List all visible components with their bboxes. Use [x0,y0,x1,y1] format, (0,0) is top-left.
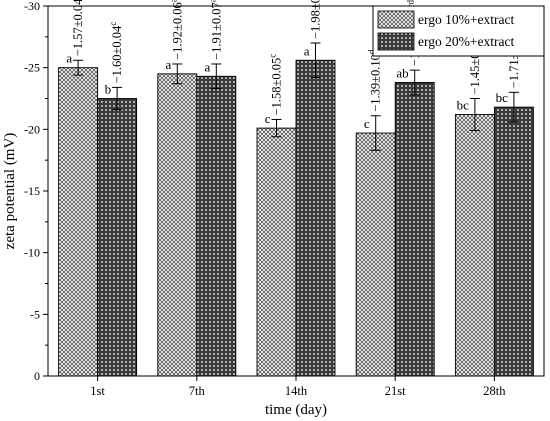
y-tick-label: -15 [24,184,40,198]
bar-series-1 [355,132,396,377]
bar-series-2 [196,75,237,377]
value-annotation: −1.39±0.10d [367,49,383,112]
significance-letter: a [304,43,310,58]
value-annotation: −1.57±0.04c [69,0,85,56]
x-tick-label: 21st [385,384,406,398]
legend-label-series-1: ergo 10%+extract [418,12,514,27]
x-tick-label: 28th [483,384,506,398]
significance-letter: bc [496,90,509,105]
bar-series-1 [454,114,495,377]
significance-letter: a [66,51,72,66]
annotation-value: −1.91±0.07 [209,2,223,60]
significance-letter: b [105,82,112,97]
significance-letter: a [205,59,211,74]
legend-swatch-series-2 [377,32,415,51]
legend: ergo 10%+extract ergo 20%+extract [372,5,545,57]
annotation-superscript: cd [406,0,416,8]
y-tick-label: -20 [24,122,40,136]
legend-swatch-series-1 [377,10,415,29]
y-tick-label: 0 [34,369,40,383]
y-tick-label: -5 [30,307,40,321]
annotation-superscript: d [367,49,377,54]
value-annotation: −1.98±0.12a [307,0,323,39]
annotation-superscript: c [268,54,278,58]
x-tick-label: 7th [189,384,206,398]
bar-series-1 [256,127,297,377]
bar-series-2 [394,82,435,377]
bar-series-1 [58,67,99,377]
y-axis-label: zeta potential (mV) [2,133,18,250]
y-tick-label: -25 [24,61,40,75]
annotation-value: −1.60±0.04 [110,25,124,83]
x-tick-label: 1st [90,384,105,398]
significance-letter: c [265,111,271,126]
significance-letter: a [166,57,172,72]
value-annotation: −1.60±0.04c [108,22,124,84]
significance-letter: ab [396,65,408,80]
bar-series-1 [157,73,198,377]
annotation-superscript: c [108,22,118,26]
annotation-superscript: a [207,0,217,2]
x-axis-label: time (day) [265,402,327,418]
annotation-value: −1.39±0.10 [369,54,383,112]
annotation-value: −1.58±0.05 [270,58,284,116]
y-tick-label: -30 [24,0,40,13]
bar-series-2 [493,106,534,377]
significance-letter: bc [457,98,470,113]
y-tick-label: -10 [24,246,40,260]
value-annotation: −1.58±0.05c [268,54,284,116]
annotation-value: −1.98±0.12 [309,0,323,39]
legend-label-series-2: ergo 20%+extract [418,34,514,49]
annotation-superscript: a [168,0,178,2]
value-annotation: −1.92±0.06a [168,0,184,60]
x-tick-label: 14th [285,384,308,398]
annotation-value: −1.92±0.06 [170,2,184,60]
bar-series-2 [97,98,138,377]
annotation-value: −1.57±0.04 [71,0,85,56]
value-annotation: −1.91±0.07a [207,0,223,60]
significance-letter: c [364,116,370,131]
bar-series-2 [295,59,336,377]
